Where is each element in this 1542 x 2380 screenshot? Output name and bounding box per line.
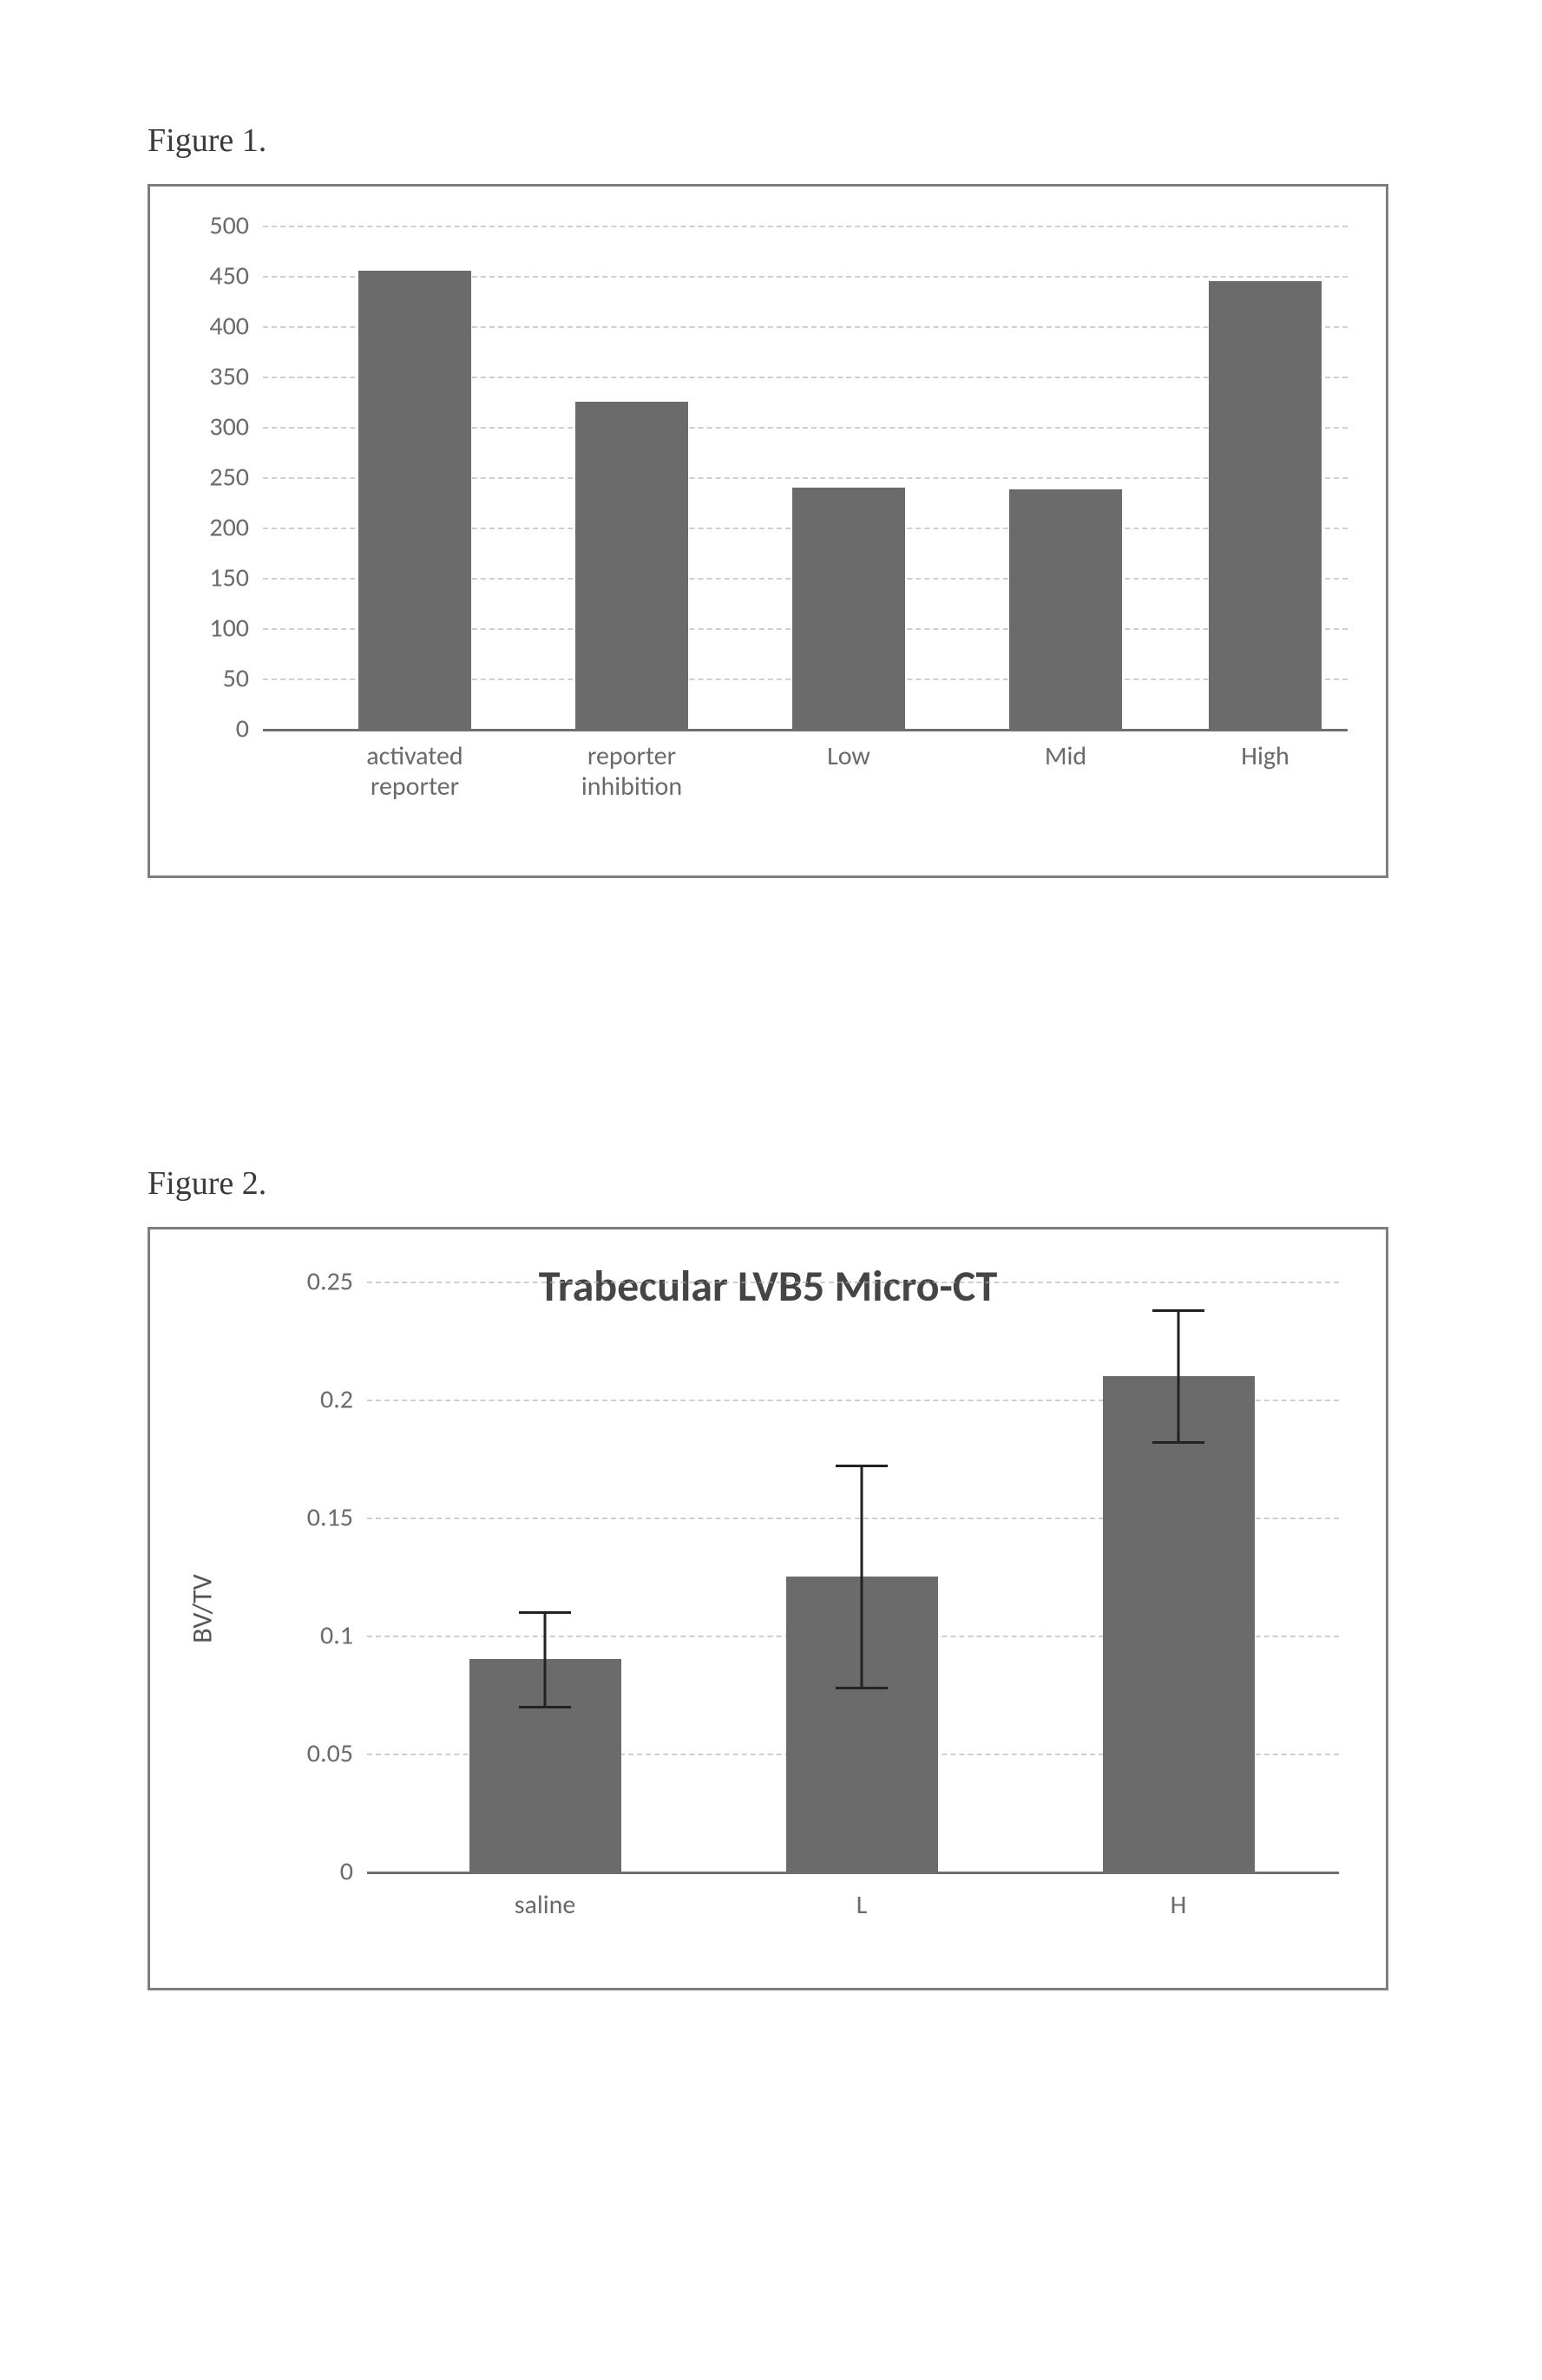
figure-1-ytick: 100 [145,613,249,645]
figure-2-chart: Trabecular LVB5 Micro-CT BV/TV 00.050.10… [148,1227,1388,1990]
figure-2-xlabel: H [1092,1889,1265,1921]
figure-2-error-cap [1152,1309,1204,1312]
figure-1-ytick: 350 [145,361,249,393]
figure-2-error-cap [836,1687,888,1689]
figure-2-error-cap [519,1706,571,1708]
figure-1-bar [358,271,471,729]
figure-2-plot-area [367,1282,1339,1874]
figure-2-ylabel: BV/TV [186,1574,220,1643]
figure-2-error-bar [544,1612,547,1707]
figure-1-ytick: 250 [145,462,249,494]
figure-1-ytick: 400 [145,311,249,343]
figure-2-ytick: 0.05 [266,1738,353,1770]
figure-2-ytick: 0.15 [266,1502,353,1534]
figure-1-caption: Figure 1. [148,121,1394,160]
figure-1-ytick: 0 [145,713,249,745]
figure-1: Figure 1. 0 50 100 150 200 250 300 350 400 450 500… [148,121,1394,878]
figure-1-bar [1209,281,1322,729]
figure-1-ytick: 450 [145,260,249,292]
figure-2-error-cap [836,1465,888,1467]
figure-2-error-bar [861,1465,863,1688]
figure-1-xlabel: activatedreporter [311,742,519,802]
figure-1-gridline [263,226,1348,227]
page: Figure 1. 0 50 100 150 200 250 300 350 400 450 500… [0,0,1542,2380]
figure-1-ytick: 50 [145,663,249,695]
figure-2-ytick: 0 [266,1856,353,1888]
figure-1-ytick: 200 [145,512,249,544]
figure-2-caption: Figure 2. [148,1164,1394,1203]
figure-2-ytick: 0.2 [266,1384,353,1416]
figure-1-xlabel: Mid [961,742,1170,772]
figure-1-xlabel: High [1161,742,1369,772]
figure-2-xlabel: L [775,1889,948,1921]
figure-1-xlabel: reporterinhibition [528,742,736,802]
figure-1-ytick: 150 [145,562,249,594]
figure-2-error-cap [519,1611,571,1614]
figure-2-gridline [367,1282,1339,1283]
figure-2-error-bar [1178,1310,1180,1442]
figure-1-bar [1009,489,1122,729]
figure-2-bar [1103,1376,1255,1872]
figure-2-ytick: 0.1 [266,1620,353,1652]
figure-1-chart: 0 50 100 150 200 250 300 350 400 450 500 activated… [148,184,1388,878]
figure-1-ytick: 500 [145,210,249,242]
figure-1-bar [792,488,905,729]
figure-2-error-cap [1152,1441,1204,1444]
figure-1-plot-area [263,226,1348,731]
figure-2: Figure 2. Trabecular LVB5 Micro-CT BV/TV… [148,1164,1394,1990]
figure-1-ytick: 300 [145,411,249,443]
figure-2-xlabel: saline [458,1889,632,1921]
figure-1-xlabel: Low [745,742,953,772]
figure-2-ytick: 0.25 [266,1266,353,1298]
figure-1-bar [575,402,688,729]
